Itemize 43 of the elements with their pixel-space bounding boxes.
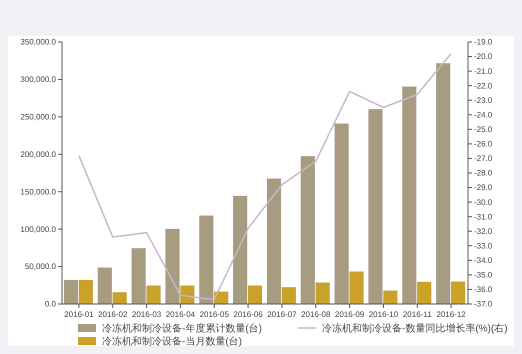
y2-tick-label: -23.0 (474, 96, 493, 105)
y2-tick-label: -30.0 (474, 198, 493, 207)
x-tick-label: 2016-09 (334, 310, 365, 319)
y-tick-label: 150,000.0 (20, 187, 57, 196)
x-tick-label: 2016-11 (402, 310, 432, 319)
y2-tick-label: -27.0 (474, 154, 493, 164)
legend-label: 冷冻机和制冷设备-年度累计数量(台) (102, 322, 262, 334)
x-tick-label: 2016-04 (166, 310, 196, 319)
y2-tick-label: -24.0 (474, 110, 493, 120)
line-series (78, 52, 452, 300)
x-tick-label: 2016-10 (368, 310, 399, 319)
y2-tick-label: -29.0 (474, 183, 493, 192)
y2-tick-label: -21.0 (474, 66, 493, 76)
y-tick-label: 50,000.0 (24, 262, 57, 272)
y-tick-label: 250,000.0 (20, 112, 57, 122)
y2-tick-label: -32.0 (474, 226, 493, 236)
x-tick-label: 2016-12 (436, 310, 466, 319)
x-tick-label: 2016-07 (267, 310, 298, 319)
legend-label: 冷冻机和制冷设备-数量同比增长率(%)(右) (322, 322, 508, 334)
legend-label: 冷冻机和制冷设备-当月数量(台) (102, 336, 242, 348)
y2-tick-label: -35.0 (474, 270, 493, 280)
y2-tick-label: -37.0 (474, 300, 493, 309)
x-tick-label: 2016-01 (64, 310, 94, 319)
y2-tick-label: -31.0 (474, 212, 493, 222)
x-tick-label: 2016-05 (200, 310, 230, 319)
y2-tick-label: -20.0 (474, 52, 493, 62)
y2-tick-label: -26.0 (474, 140, 493, 149)
y2-tick-label: -36.0 (474, 285, 493, 294)
x-tick-label: 2016-02 (98, 310, 128, 319)
x-tick-label: 2016-06 (233, 310, 264, 319)
y-tick-label: 200,000.0 (20, 150, 57, 159)
y-tick-label: 350,000.0 (20, 38, 57, 47)
y2-tick-label: -34.0 (474, 256, 493, 265)
y2-tick-label: -25.0 (474, 124, 493, 134)
y2-tick-label: -19.0 (474, 38, 493, 47)
x-tick-label: 2016-03 (132, 310, 162, 319)
y-tick-label: 300,000.0 (20, 75, 57, 84)
y2-tick-label: -33.0 (474, 241, 493, 250)
x-tick-label: 2016-08 (301, 310, 331, 319)
y2-tick-label: -22.0 (474, 81, 493, 90)
y-tick-label: 100,000.0 (20, 224, 57, 234)
y-tick-label: 0.0 (44, 300, 57, 309)
y2-tick-label: -28.0 (474, 168, 493, 178)
